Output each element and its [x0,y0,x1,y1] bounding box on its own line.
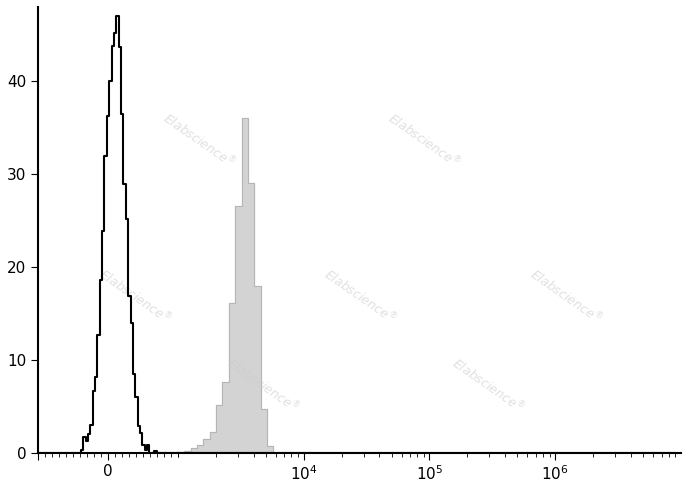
Text: Elabscience$^\circledR$: Elabscience$^\circledR$ [321,266,398,327]
Text: Elabscience$^\circledR$: Elabscience$^\circledR$ [224,355,302,416]
Text: Elabscience$^\circledR$: Elabscience$^\circledR$ [96,266,173,327]
Text: Elabscience$^\circledR$: Elabscience$^\circledR$ [385,110,463,172]
Text: Elabscience$^\circledR$: Elabscience$^\circledR$ [449,355,527,416]
Text: Elabscience$^\circledR$: Elabscience$^\circledR$ [526,266,604,327]
Text: Elabscience$^\circledR$: Elabscience$^\circledR$ [160,110,238,172]
